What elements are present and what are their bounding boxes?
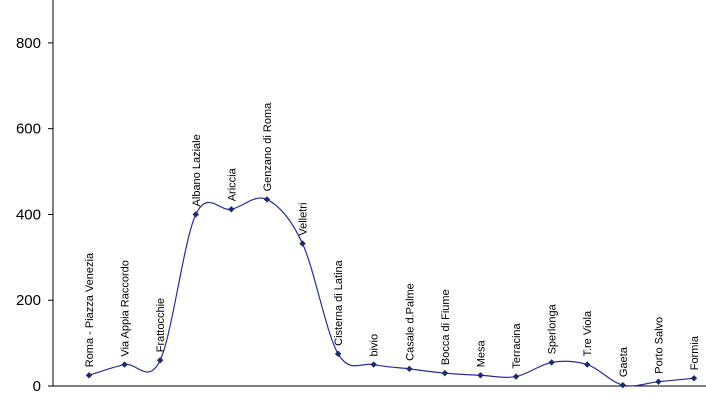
- data-point-marker: [299, 240, 306, 247]
- data-point-label: Roma - Piazza Venezia: [84, 252, 96, 367]
- data-point-label: Cisterna di Latina: [333, 259, 345, 345]
- data-point-label: T.re Viola: [582, 310, 594, 357]
- data-point-marker: [156, 357, 164, 364]
- data-point-label: Via Appia Raccordo: [120, 260, 132, 356]
- data-point-label: Velletri: [298, 203, 310, 236]
- data-point-marker: [477, 372, 484, 379]
- elevation-series-line: [88, 197, 695, 387]
- data-point-label: Bocca di Fiume: [440, 289, 452, 365]
- data-point-label: bivio: [369, 334, 381, 357]
- data-point-marker: [548, 359, 555, 366]
- y-tick-label: 200: [16, 292, 41, 309]
- data-point-label: Porto Salvo: [653, 317, 665, 374]
- data-point-marker: [85, 372, 93, 379]
- data-point-marker: [441, 369, 449, 377]
- y-tick-label: 800: [16, 35, 41, 52]
- y-tick-label: 0: [33, 378, 41, 395]
- data-point-marker: [655, 378, 662, 385]
- marks-layer: Roma - Piazza Venezia Via Appia Raccordo F…: [84, 102, 701, 389]
- data-point-marker: [690, 375, 698, 382]
- data-point-marker: [121, 361, 128, 368]
- y-tick-label: 400: [16, 206, 41, 223]
- data-point-label: Ariccia: [226, 167, 238, 201]
- data-point-marker: [228, 206, 235, 213]
- data-point-marker: [192, 211, 199, 218]
- data-point-label: Genzano di Roma: [262, 102, 274, 192]
- data-point-label: Formia: [689, 335, 701, 370]
- data-point-marker: [512, 373, 520, 380]
- data-point-label: Sperlonga: [547, 303, 559, 354]
- data-point-marker: [370, 361, 377, 368]
- data-point-marker: [406, 365, 413, 373]
- data-point-marker: [263, 196, 271, 203]
- data-point-marker: [619, 381, 627, 389]
- data-point-label: Mesa: [475, 339, 487, 367]
- data-point-label: Albano Laziale: [191, 134, 203, 206]
- data-point-label: Frattocchie: [155, 298, 167, 352]
- data-point-label: Casale d.Palme: [404, 283, 416, 361]
- data-point-marker: [334, 350, 342, 358]
- y-tick-label: 600: [16, 121, 41, 138]
- axis-layer: 0 200 400 600 800: [16, 0, 706, 395]
- data-point-label: Gaeta: [618, 346, 630, 377]
- data-point-label: Terracina: [511, 322, 523, 368]
- data-point-marker: [584, 361, 591, 368]
